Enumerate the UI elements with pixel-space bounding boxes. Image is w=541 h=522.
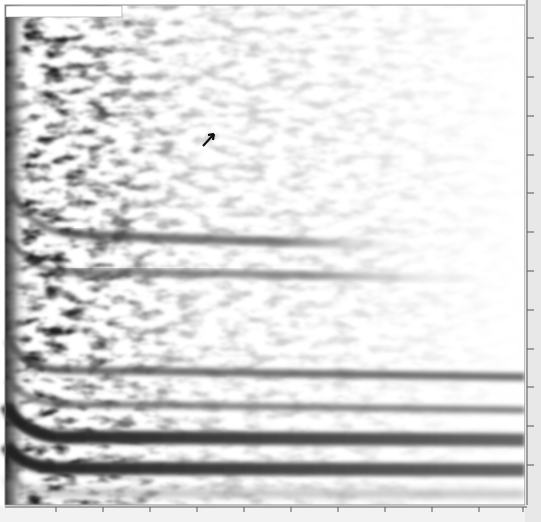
spectrogram-image bbox=[5, 5, 525, 505]
bottom-axis bbox=[0, 506, 527, 522]
bottom-axis-strip bbox=[0, 506, 525, 522]
info-label-box[interactable] bbox=[6, 6, 122, 17]
right-axis bbox=[525, 0, 541, 522]
noise-texture bbox=[5, 5, 525, 505]
